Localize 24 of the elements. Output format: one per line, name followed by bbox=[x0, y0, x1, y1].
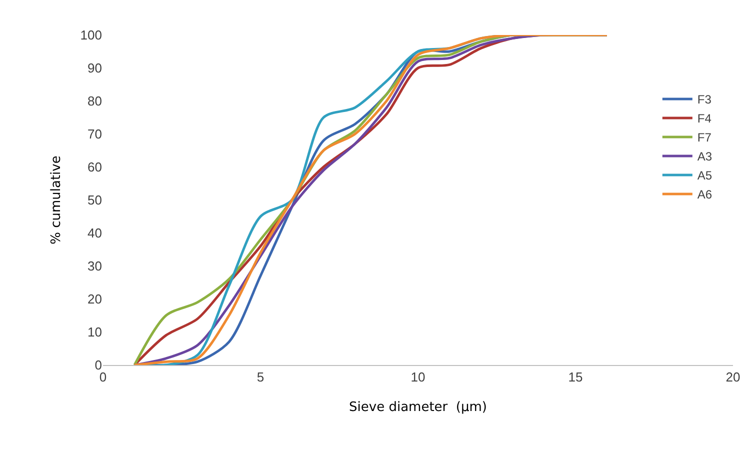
x-tick-label: 10 bbox=[410, 370, 426, 385]
legend-label: A3 bbox=[697, 150, 712, 164]
legend-label: A6 bbox=[697, 188, 712, 202]
y-tick-label: 10 bbox=[88, 324, 102, 340]
y-axis-title: % cumulative bbox=[49, 156, 64, 244]
x-tick-label: 5 bbox=[256, 370, 264, 385]
y-tick-label: 80 bbox=[88, 94, 102, 109]
y-tick-label: 50 bbox=[88, 192, 102, 208]
y-tick-label: 40 bbox=[88, 226, 102, 241]
y-tick-label: 20 bbox=[88, 292, 102, 307]
y-tick-label: 90 bbox=[88, 60, 102, 76]
legend-label: F3 bbox=[697, 92, 712, 107]
y-tick-label: 100 bbox=[80, 28, 102, 43]
x-tick-label: 15 bbox=[568, 370, 583, 385]
y-tick-label: 60 bbox=[88, 160, 102, 175]
y-tick-label: 0 bbox=[94, 358, 102, 373]
x-axis-title: Sieve diameter (μm) bbox=[349, 400, 487, 416]
legend-label: F7 bbox=[697, 130, 712, 145]
legend-label: F4 bbox=[697, 112, 712, 126]
legend-label: A5 bbox=[697, 168, 712, 183]
x-tick-label: 20 bbox=[726, 370, 740, 385]
y-tick-label: 70 bbox=[88, 126, 102, 142]
y-tick-label: 30 bbox=[88, 258, 102, 274]
line-series bbox=[133, 35, 608, 365]
